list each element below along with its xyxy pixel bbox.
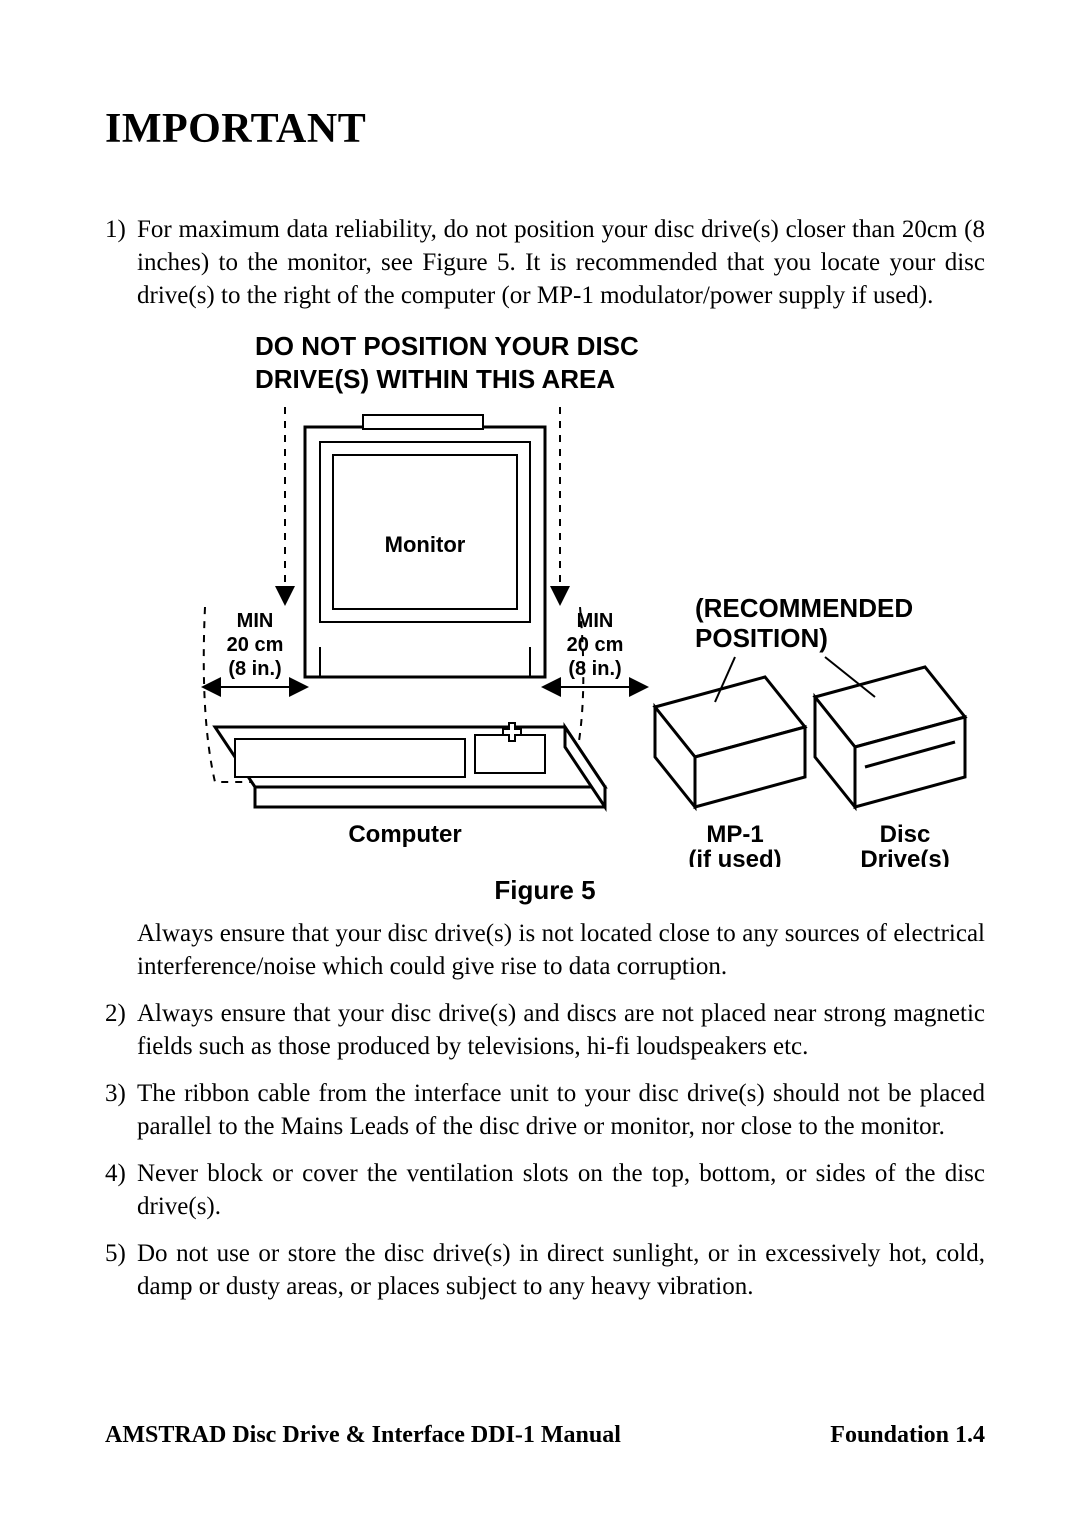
list: 1) For maximum data reliability, do not … (105, 213, 985, 1303)
list-item: 1) For maximum data reliability, do not … (105, 213, 985, 312)
label-disc: Disc (880, 821, 931, 848)
label-dist: 20 cm (567, 634, 624, 656)
footer: AMSTRAD Disc Drive & Interface DDI-1 Man… (105, 1422, 985, 1449)
item-number: 1) (105, 213, 137, 312)
figure-caption: Figure 5 (105, 873, 985, 907)
item-body: Never block or cover the ventilation slo… (137, 1157, 985, 1223)
list-item: 3) The ribbon cable from the interface u… (105, 1077, 985, 1143)
label-dist: 20 cm (227, 634, 284, 656)
figure-svg: Monitor MIN 20 cm (8 in.) MIN 20 cm (8 i… (105, 407, 985, 867)
item-number: 3) (105, 1077, 137, 1143)
label-inch: (8 in.) (228, 658, 281, 680)
label-inch: (8 in.) (568, 658, 621, 680)
list-item: 4) Never block or cover the ventilation … (105, 1157, 985, 1223)
label-mp1: (if used) (688, 846, 781, 867)
list-item: 2) Always ensure that your disc drive(s)… (105, 997, 985, 1063)
footer-left: AMSTRAD Disc Drive & Interface DDI-1 Man… (105, 1422, 621, 1449)
item-number: 4) (105, 1157, 137, 1223)
list-item: 5) Do not use or store the disc drive(s)… (105, 1237, 985, 1303)
label-mp1: MP-1 (706, 821, 763, 848)
item-number (105, 917, 137, 983)
footer-right: Foundation 1.4 (830, 1422, 985, 1449)
item-number: 2) (105, 997, 137, 1063)
item-body: For maximum data reliability, do not pos… (137, 213, 985, 312)
item-body: Do not use or store the disc drive(s) in… (137, 1237, 985, 1303)
label-recommended: (RECOMMENDED (695, 593, 913, 623)
figure-heading: DO NOT POSITION YOUR DISC DRIVE(S) WITHI… (255, 330, 985, 395)
item-body: The ribbon cable from the interface unit… (137, 1077, 985, 1143)
item-body: Always ensure that your disc drive(s) an… (137, 997, 985, 1063)
page: IMPORTANT 1) For maximum data reliabilit… (0, 0, 1080, 1534)
figure-heading-line: DO NOT POSITION YOUR DISC (255, 331, 639, 361)
figure: DO NOT POSITION YOUR DISC DRIVE(S) WITHI… (105, 330, 985, 907)
figure-heading-line: DRIVE(S) WITHIN THIS AREA (255, 364, 615, 394)
list-item: Always ensure that your disc drive(s) is… (105, 917, 985, 983)
label-min: MIN (237, 610, 274, 632)
item-body: Always ensure that your disc drive(s) is… (137, 917, 985, 983)
label-recommended: POSITION) (695, 623, 828, 653)
label-computer: Computer (348, 821, 461, 848)
label-disc: Drive(s) (860, 846, 949, 867)
item-number: 5) (105, 1237, 137, 1303)
label-monitor: Monitor (385, 532, 466, 557)
page-title: IMPORTANT (105, 105, 985, 153)
label-min: MIN (577, 610, 614, 632)
